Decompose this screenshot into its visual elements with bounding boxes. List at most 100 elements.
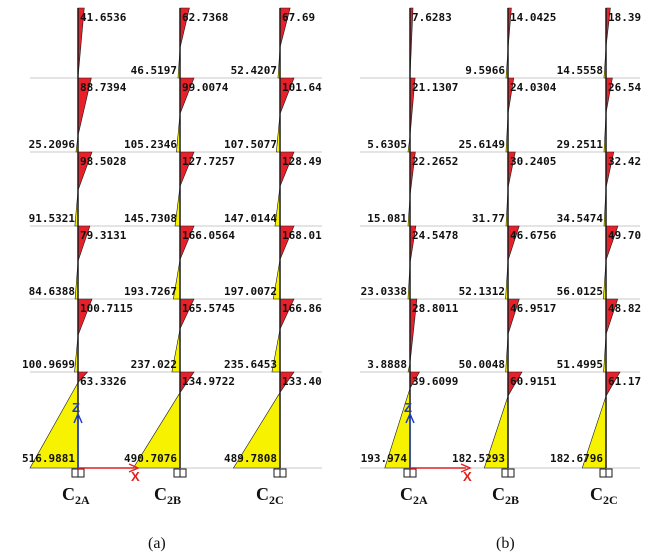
panel-a-c2b-s3-top-value: 127.7257 [182, 155, 235, 168]
panel-a-moment-shapes [29, 7, 295, 469]
panel-b-c2b-s6-top-value: 60.9151 [510, 375, 557, 388]
panel-a-value-labels: 41.6536 62.7368 46.5197 67.69 52.4207 88.7394… [22, 11, 322, 465]
panel-b-support-2a [403, 468, 417, 478]
panel-a-c2b-s1-top-value: 62.7368 [182, 11, 228, 24]
panel-a-c2c-s5-top-value: 166.86 [282, 302, 322, 315]
panel-b-c2a-s1-top-value: 7.6283 [412, 11, 452, 24]
panel-a-c2b-s6-top-value: 134.9722 [182, 375, 235, 388]
panel-b-c2c-s3-bottom-value: 34.5474 [557, 212, 604, 225]
panel-b-c2b-s2-bottom-value: 25.6149 [459, 138, 505, 151]
panel-b-c2b-s5-bottom-value: 50.0048 [459, 358, 505, 371]
panel-a-supports [71, 468, 287, 478]
panel-b-c2a-s2-top-value: 21.1307 [412, 81, 458, 94]
panel-a-z-arrowhead [73, 412, 83, 424]
panel-b-c2c-s1-top-value: 18.39 [608, 11, 641, 24]
panel-b-c2b-s1-top-value: 14.0425 [510, 11, 556, 24]
panel-b-columns [409, 8, 607, 468]
panel-a-column-label-2c: C2C [256, 484, 284, 507]
panel-a-c2c-s2-bottom-value: 107.5077 [224, 138, 277, 151]
panel-b-c2b-s2-top-value: 24.0304 [510, 81, 557, 94]
panel-b-column-label-2c: C2C [590, 484, 618, 507]
panel-b-c2b-s6-bottom-value: 182.5293 [452, 452, 505, 465]
panel-a-c2c-s1-bottom-value: 52.4207 [231, 64, 277, 77]
panel-a-c2a-s6-bottom-value: 516.9881 [22, 452, 75, 465]
panel-b-grid [360, 77, 640, 469]
panel-b-supports [403, 468, 613, 478]
panel-b-c2c-s2-bottom-value: 29.2511 [557, 138, 604, 151]
panel-b-c2a-s3-top-value: 22.2652 [412, 155, 458, 168]
panel-a-columns [77, 8, 281, 468]
panel-a-column-labels: C2A C2B C2C [62, 484, 284, 507]
panel-b-c2a-s2-bottom-value: 5.6305 [367, 138, 407, 151]
panel-a-c2a-s4-top-value: 79.3131 [80, 229, 127, 242]
panel-a-x-arrowhead [128, 463, 140, 473]
panel-b-column-labels: C2A C2B C2C [400, 484, 618, 507]
panel-b-c2c-s3-top-value: 32.42 [608, 155, 641, 168]
panel-a-caption: (a) [148, 535, 166, 552]
panel-a-column-label-2a: C2A [62, 484, 90, 507]
panel-b-c2a-s5-top-value: 28.8011 [412, 302, 459, 315]
panel-a-c2b-s5-bottom-value: 237.022 [131, 358, 177, 371]
panel-a-c2b-s2-top-value: 99.0074 [182, 81, 229, 94]
panel-b-c2b-s4-bottom-value: 52.1312 [459, 285, 505, 298]
panel-b-x-label: X [463, 469, 472, 484]
panel-b-c2b-s3-top-value: 30.2405 [510, 155, 556, 168]
panel-a-c2c-s5-bottom-value: 235.6453 [224, 358, 277, 371]
panel-a-c2c-s2-top-value: 101.64 [282, 81, 322, 94]
panel-b-column-label-2b: C2B [492, 484, 519, 507]
panel-b-column-label-2a: C2A [400, 484, 428, 507]
panel-a-c2c-s4-bottom-value: 197.0072 [224, 285, 277, 298]
panel-b-c2c-s2-top-value: 26.54 [608, 81, 641, 94]
panel-b-c2c-s5-top-value: 48.82 [608, 302, 641, 315]
panel-b: 7.6283 14.0425 9.5966 18.39 14.5558 21.1307 5.… [360, 7, 642, 552]
panel-a-c2b-s6-bottom-value: 490.7076 [124, 452, 177, 465]
panel-b-c2c-s5-bottom-value: 51.4995 [557, 358, 603, 371]
panel-b-axis-triad: Z X [404, 400, 472, 484]
panel-a-x-label: X [131, 469, 140, 484]
panel-a-support-2a [71, 468, 85, 478]
panel-b-support-2b [501, 468, 515, 478]
panel-b-c2b-s1-bottom-value: 9.5966 [465, 64, 505, 77]
panel-a-c2a-s2-top-value: 88.7394 [80, 81, 127, 94]
panel-a-c2a-s3-bottom-value: 91.5321 [29, 212, 76, 225]
panel-a-c2a-s3-top-value: 98.5028 [80, 155, 126, 168]
panel-b-z-arrowhead [405, 412, 415, 424]
panel-a-c2c-s4-top-value: 168.01 [282, 229, 322, 242]
panel-a-c2a-s2-bottom-value: 25.2096 [29, 138, 76, 151]
panel-b-c2a-s4-top-value: 24.5478 [412, 229, 458, 242]
panel-a-c2b-s2-bottom-value: 105.2346 [124, 138, 177, 151]
panel-b-z-label: Z [404, 400, 412, 415]
panel-a-support-2b [173, 468, 187, 478]
panel-a-c2b-s4-top-value: 166.0564 [182, 229, 235, 242]
panel-a-c2b-s5-top-value: 165.5745 [182, 302, 235, 315]
panel-b-caption: (b) [496, 535, 515, 552]
panel-b-c2b-s4-top-value: 46.6756 [510, 229, 557, 242]
panel-b-c2c-s6-top-value: 61.17 [608, 375, 641, 388]
panel-b-c2a-s5-bottom-value: 3.8888 [367, 358, 407, 371]
panel-a-c2c-s3-top-value: 128.49 [282, 155, 322, 168]
panel-a-c2b-s3-bottom-value: 145.7308 [124, 212, 177, 225]
panel-a-support-2c [273, 468, 287, 478]
panel-b-c2a-s6-bottom-value: 193.974 [361, 452, 408, 465]
panel-a-c2b-s4-bottom-value: 193.7267 [124, 285, 177, 298]
panel-a-c2c-s6-bottom-value: 489.7808 [224, 452, 277, 465]
panel-b-value-labels: 7.6283 14.0425 9.5966 18.39 14.5558 21.1307 5.… [361, 11, 642, 465]
panel-a-column-label-2b: C2B [154, 484, 181, 507]
panel-b-c2c-s4-top-value: 49.70 [608, 229, 641, 242]
panel-b-c2b-s3-bottom-value: 31.77 [472, 212, 505, 225]
panel-a-c2a-s5-top-value: 100.7115 [80, 302, 133, 315]
panel-a: 41.6536 62.7368 46.5197 67.69 52.4207 88.7394… [22, 7, 322, 552]
panel-a-c2c-s3-bottom-value: 147.0144 [224, 212, 277, 225]
panel-b-c2c-s1-bottom-value: 14.5558 [557, 64, 603, 77]
panel-a-c2c-s6-top-value: 133.40 [282, 375, 322, 388]
panel-a-c2a-s4-bottom-value: 84.6388 [29, 285, 75, 298]
panel-a-z-label: Z [72, 400, 80, 415]
panel-a-axis-triad: Z X [72, 400, 140, 484]
panel-b-c2a-s3-bottom-value: 15.081 [367, 212, 407, 225]
panel-b-c2c-s4-bottom-value: 56.0125 [557, 285, 603, 298]
panel-a-c2b-s1-bottom-value: 46.5197 [131, 64, 177, 77]
panel-b-c2a-s4-bottom-value: 23.0338 [361, 285, 407, 298]
panel-a-c2a-s5-bottom-value: 100.9699 [22, 358, 75, 371]
panel-b-c2a-s6-top-value: 39.6099 [412, 375, 458, 388]
